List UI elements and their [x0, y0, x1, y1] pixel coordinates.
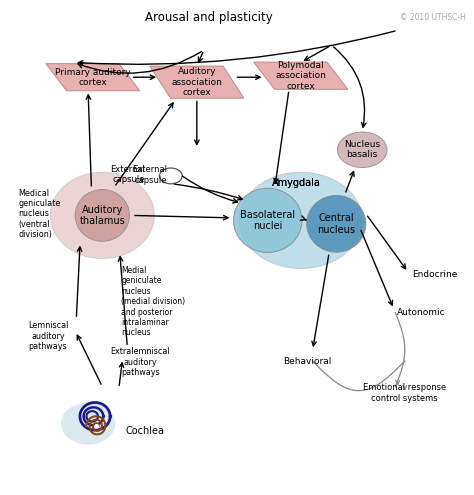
Text: © 2010 UTHSC-H: © 2010 UTHSC-H: [401, 13, 466, 22]
Ellipse shape: [94, 424, 99, 428]
Text: Arousal and plasticity: Arousal and plasticity: [145, 11, 273, 24]
Text: Autonomic: Autonomic: [397, 308, 446, 317]
Text: Auditory
thalamus: Auditory thalamus: [80, 204, 125, 226]
Ellipse shape: [307, 196, 366, 252]
Text: External
capsule: External capsule: [132, 165, 167, 185]
Text: External
capsule: External capsule: [110, 165, 145, 184]
Text: Medical
geniculate
nucleus
(ventral
division): Medical geniculate nucleus (ventral divi…: [18, 189, 61, 239]
Text: Central
nucleus: Central nucleus: [317, 213, 355, 235]
Ellipse shape: [239, 172, 362, 268]
Text: Endocrine: Endocrine: [412, 270, 457, 279]
Text: Primary auditory
cortex: Primary auditory cortex: [55, 67, 131, 87]
Text: Lemniscal
auditory
pathways: Lemniscal auditory pathways: [28, 321, 68, 351]
Text: Medial
geniculate
nucleus
(medial division)
and posterior
intralaminar
nucleus: Medial geniculate nucleus (medial divisi…: [121, 266, 185, 338]
Text: Polymodal
association
cortex: Polymodal association cortex: [275, 61, 326, 91]
Ellipse shape: [337, 132, 387, 167]
Text: Amygdala: Amygdala: [272, 178, 320, 188]
Text: Extralemniscal
auditory
pathways: Extralemniscal auditory pathways: [110, 347, 170, 377]
Polygon shape: [46, 64, 140, 91]
Text: Amygdala: Amygdala: [272, 178, 320, 188]
Text: Basolateral
nuclei: Basolateral nuclei: [240, 209, 295, 231]
Text: Auditory
association
cortex: Auditory association cortex: [172, 67, 222, 97]
Polygon shape: [254, 62, 348, 89]
Polygon shape: [150, 66, 244, 98]
Text: Behavioral: Behavioral: [283, 356, 331, 365]
Ellipse shape: [61, 403, 115, 445]
Text: Cochlea: Cochlea: [125, 426, 164, 436]
Ellipse shape: [50, 172, 155, 258]
Ellipse shape: [75, 190, 129, 242]
Text: Emotional response
control systems: Emotional response control systems: [363, 384, 447, 403]
Ellipse shape: [234, 188, 302, 252]
Text: Nucleus
basalis: Nucleus basalis: [344, 140, 380, 159]
